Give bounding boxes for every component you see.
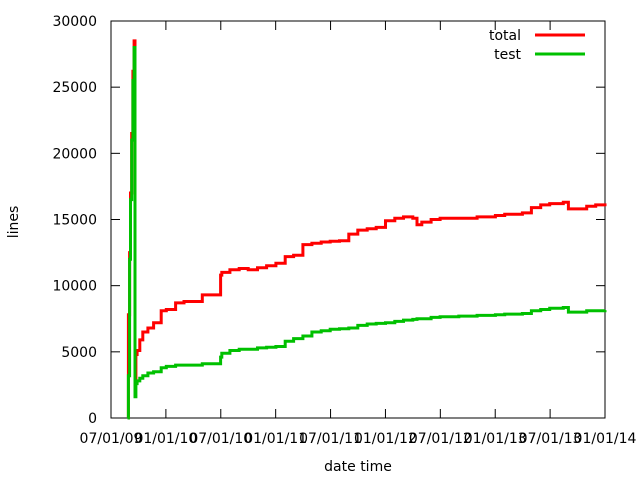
y-axis-ticks: 0 5000 10000 15000 20000 25000 30000 — [52, 14, 605, 427]
x-tick-label: 01/01/10 — [134, 431, 197, 447]
x-tick-label: 07/01/12 — [409, 431, 472, 447]
x-tick-label: 01/01/11 — [244, 431, 307, 447]
y-tick-label: 15000 — [52, 213, 97, 229]
series-layer — [126, 39, 607, 420]
x-tick-label: 07/01/11 — [299, 431, 362, 447]
x-tick-label: 01/01/13 — [464, 431, 527, 447]
x-tick-label: 07/01/10 — [189, 431, 252, 447]
legend: total test — [489, 28, 585, 63]
x-tick-label: 01/01/12 — [354, 431, 417, 447]
legend-label-test: test — [494, 47, 521, 63]
series-line-total — [126, 39, 607, 420]
x-axis-ticks: 07/01/0901/01/1007/01/1001/01/1107/01/11… — [80, 21, 637, 447]
y-tick-label: 25000 — [52, 80, 97, 96]
plot-frame — [110, 20, 606, 419]
x-axis-label: date time — [324, 459, 392, 475]
x-tick-label: 01/01/14 — [574, 431, 637, 447]
y-axis-label: lines — [6, 206, 22, 239]
x-tick-label: 07/01/09 — [80, 431, 143, 447]
series-line-test — [126, 46, 607, 420]
y-tick-label: 5000 — [61, 345, 97, 361]
x-tick-label: 07/01/13 — [519, 431, 582, 447]
y-tick-label: 0 — [88, 411, 97, 427]
y-tick-label: 30000 — [52, 14, 97, 30]
legend-label-total: total — [489, 28, 521, 44]
y-tick-label: 20000 — [52, 146, 97, 162]
y-tick-label: 10000 — [52, 279, 97, 295]
